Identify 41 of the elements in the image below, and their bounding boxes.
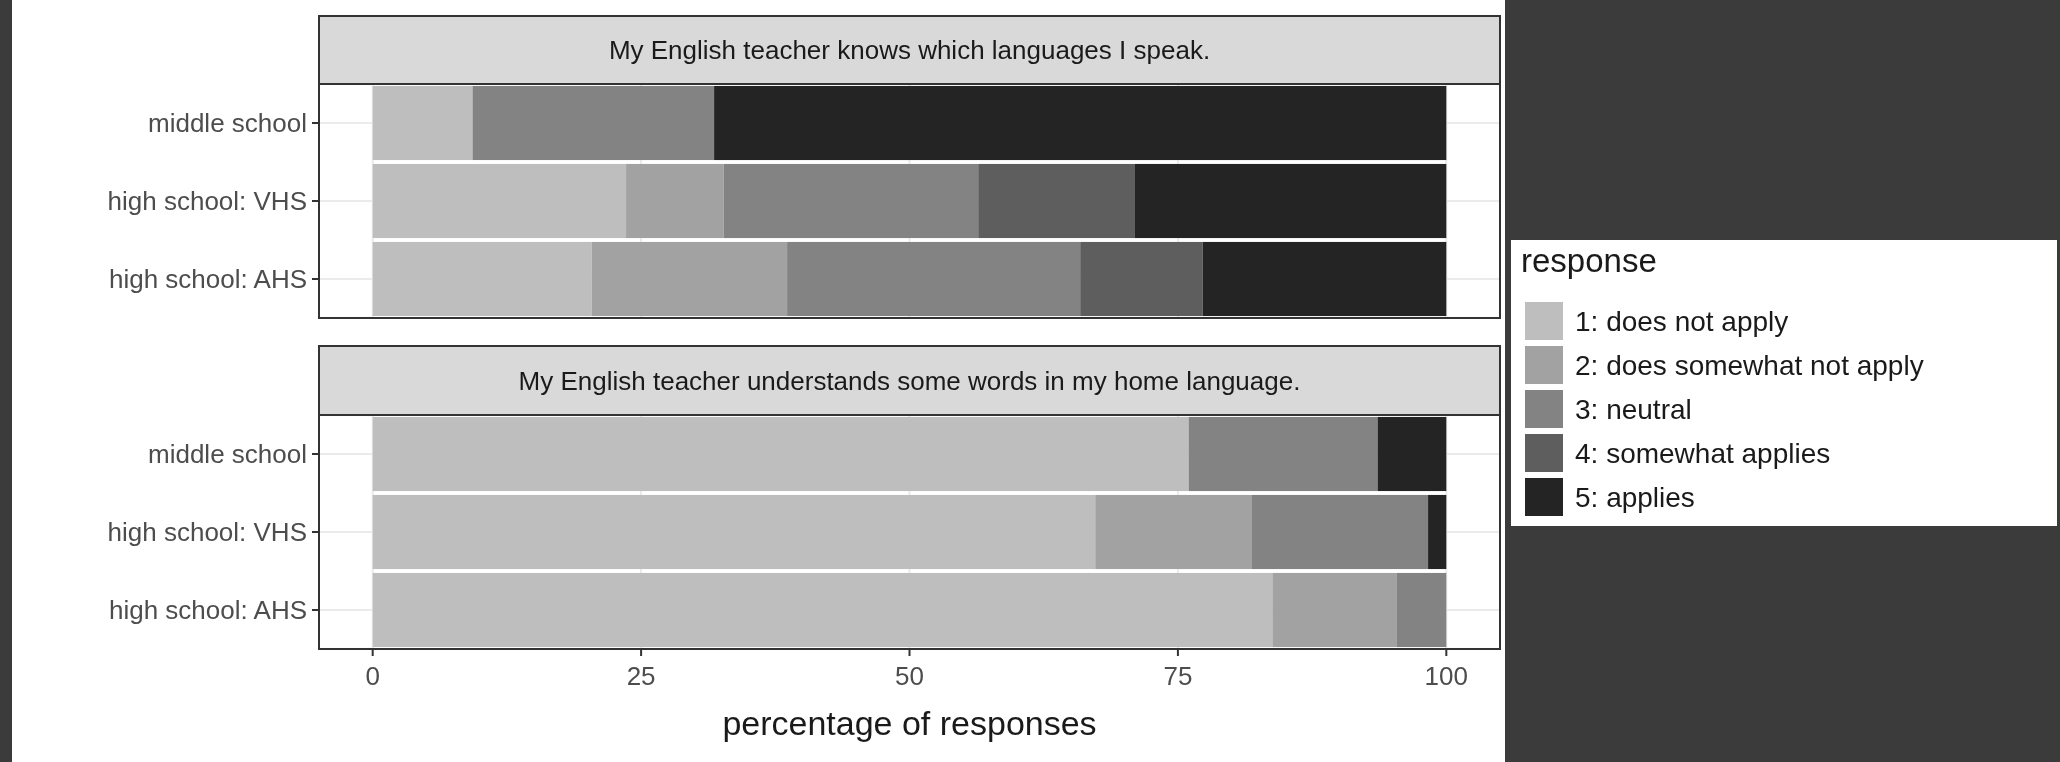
bar bbox=[978, 163, 1135, 239]
bar bbox=[372, 163, 627, 239]
bar bbox=[372, 572, 1273, 648]
bar bbox=[1202, 241, 1447, 317]
bar bbox=[1134, 163, 1447, 239]
bar bbox=[1095, 494, 1252, 570]
bar bbox=[1396, 572, 1447, 648]
bar bbox=[591, 241, 788, 317]
x-tick-label: 0 bbox=[365, 661, 380, 691]
legend-label: 1: does not apply bbox=[1575, 306, 1789, 337]
legend-label: 5: applies bbox=[1575, 482, 1695, 513]
y-tick-label: middle school bbox=[148, 108, 307, 138]
bar bbox=[1188, 416, 1378, 492]
chart-title: My English teacher knows which languages I speak. bbox=[608, 35, 1211, 65]
bar bbox=[1377, 416, 1447, 492]
bar bbox=[1428, 494, 1447, 570]
bar bbox=[372, 241, 592, 317]
bar bbox=[372, 85, 473, 161]
chart-title: My English teacher understands some words in my home language. bbox=[518, 365, 1301, 396]
x-tick-label: 75 bbox=[1163, 661, 1193, 691]
y-tick-label: middle school bbox=[148, 439, 307, 469]
bar bbox=[1272, 572, 1397, 648]
legend-label: 4: somewhat applies bbox=[1575, 438, 1831, 469]
bar bbox=[372, 494, 1096, 570]
x-tick-label: 50 bbox=[895, 661, 924, 691]
y-tick-label: high school: AHS bbox=[108, 595, 307, 625]
bar bbox=[787, 241, 1081, 317]
bar bbox=[1251, 494, 1429, 570]
bar bbox=[1080, 241, 1203, 317]
x-axis-title: percentage of responses bbox=[722, 704, 1097, 742]
legend-title: response bbox=[1521, 242, 1657, 279]
bar bbox=[626, 163, 724, 239]
legend-label: 2: does somewhat not apply bbox=[1575, 350, 1924, 381]
bar bbox=[472, 85, 715, 161]
x-tick-label: 100 bbox=[1424, 661, 1469, 691]
x-tick-label: 25 bbox=[626, 661, 656, 691]
legend-label: 3: neutral bbox=[1575, 394, 1692, 425]
bar bbox=[723, 163, 979, 239]
y-tick-label: high school: VHS bbox=[107, 517, 307, 547]
y-tick-label: high school: VHS bbox=[107, 186, 307, 216]
y-tick-label: high school: AHS bbox=[108, 264, 307, 294]
